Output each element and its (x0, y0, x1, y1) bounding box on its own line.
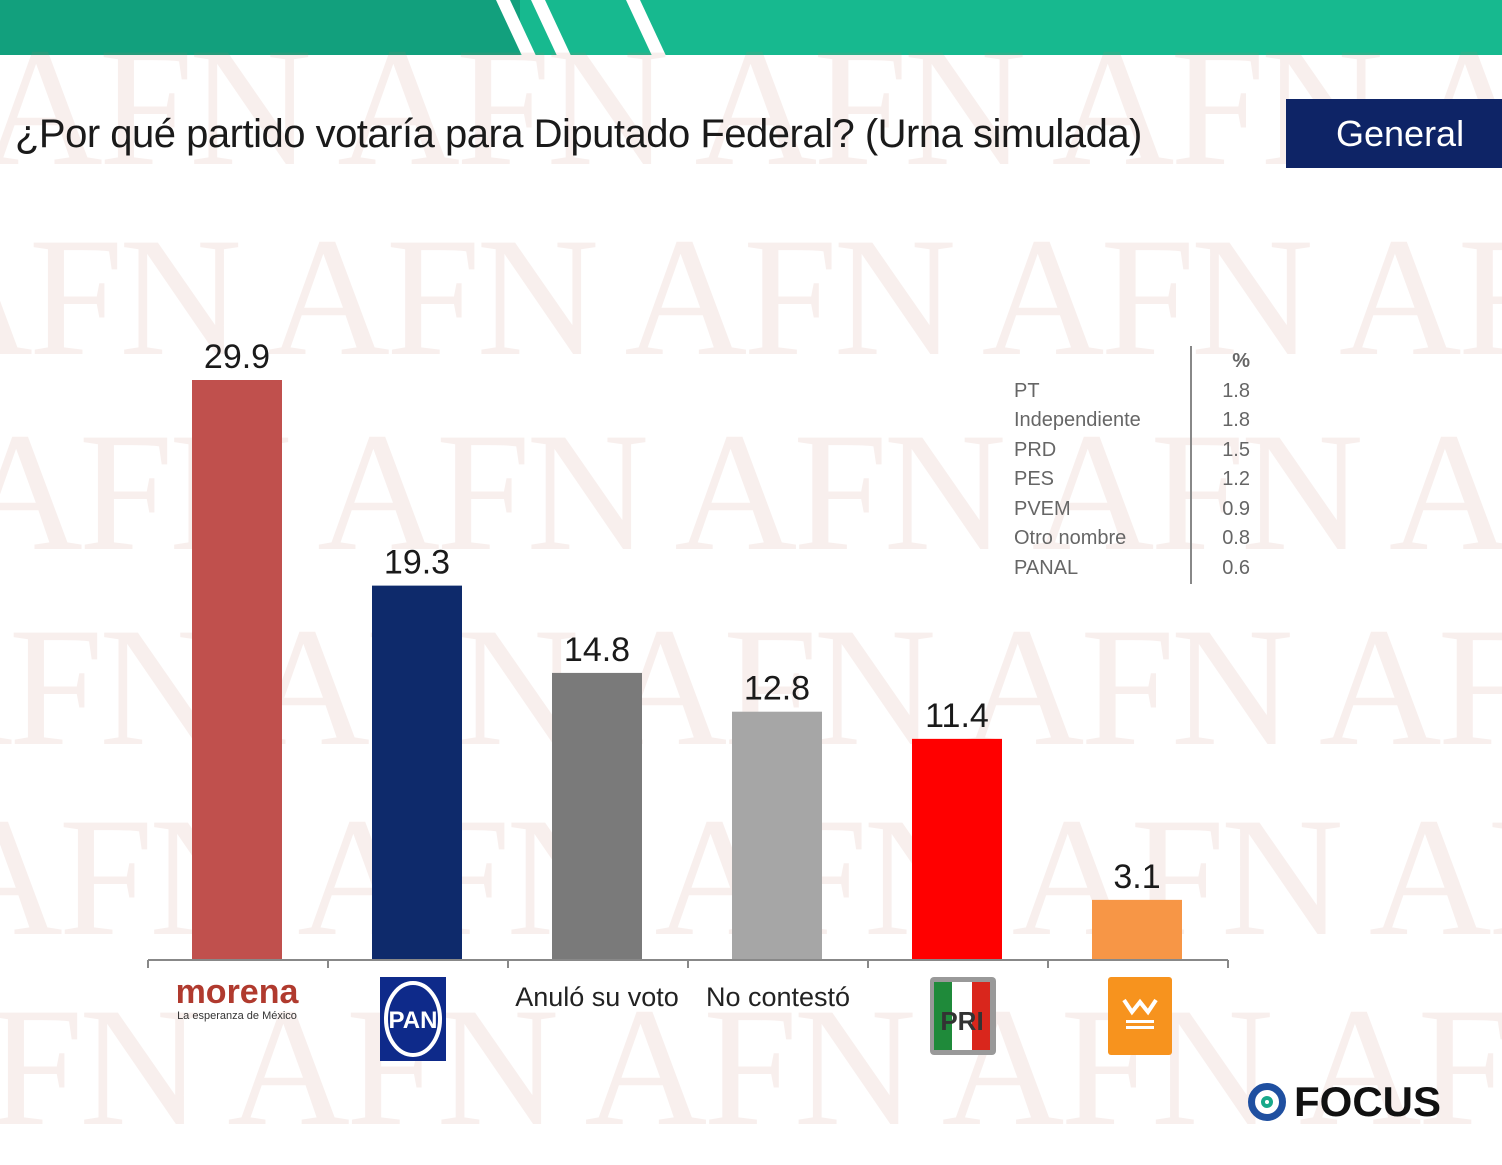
anulo-label: Anuló su voto (515, 982, 679, 1012)
party-value: 0.6 (1222, 556, 1250, 579)
party-name: Independiente (1014, 409, 1141, 431)
table-row: Otro nombre 0.8 (1014, 527, 1250, 557)
value-label: 11.4 (925, 697, 989, 735)
party-name: PVEM (1014, 497, 1071, 520)
focus-icon (1248, 1083, 1286, 1121)
others-table: % PT 1.8 Independiente 1.8 PRD 1.5 PES 1.2 PVEM 0… (1014, 346, 1250, 587)
pan-logo: PAN (380, 977, 446, 1061)
table-header-percent: % (1232, 350, 1250, 372)
morena-label: morena (176, 973, 300, 1011)
party-value: 0.8 (1222, 527, 1250, 549)
bar-2 (552, 672, 642, 960)
party-name: Otro nombre (1014, 527, 1127, 549)
general-badge: General (1286, 99, 1502, 168)
party-value: 1.5 (1222, 438, 1250, 461)
badge-label: General (1336, 112, 1465, 154)
morena-sublabel: La esperanza de México (177, 1010, 297, 1022)
header-banner (0, 0, 1502, 65)
value-label: 12.8 (744, 670, 810, 708)
table-row: Independiente 1.8 (1014, 409, 1250, 439)
bar-1 (372, 585, 462, 960)
focus-logo: FOCUS (1248, 1078, 1441, 1126)
bar-0 (192, 380, 282, 960)
party-name: PRD (1014, 438, 1057, 461)
table-row: PANAL 0.6 (1014, 557, 1250, 587)
party-name: PANAL (1014, 556, 1079, 579)
brand-label: FOCUS (1294, 1078, 1441, 1125)
bar-5 (1092, 899, 1182, 960)
party-value: 1.8 (1222, 409, 1250, 431)
value-label: 19.3 (384, 544, 450, 582)
value-label: 3.1 (1113, 858, 1160, 896)
table-row: PRD 1.5 (1014, 439, 1250, 469)
pri-label: PRI (940, 1006, 983, 1036)
mc-logo (1108, 977, 1172, 1055)
party-name: PES (1014, 468, 1055, 490)
morena-logo: morena La esperanza de México (176, 973, 300, 1022)
party-value: 1.2 (1222, 468, 1250, 490)
party-name: PT (1014, 379, 1040, 402)
value-label: 29.9 (204, 338, 270, 376)
pan-label: PAN (389, 1007, 438, 1034)
table-row: PES 1.2 (1014, 468, 1250, 498)
pri-logo: PRI (930, 977, 996, 1055)
no-contesto-label: No contestó (706, 982, 850, 1012)
table-row: PT 1.8 (1014, 380, 1250, 410)
bar-4 (912, 738, 1002, 960)
chart-title: ¿Por qué partido votaría para Diputado F… (15, 112, 1142, 156)
bar-chart: 29.9 19.3 14.8 12.8 11.4 3.1 morena La espera… (147, 338, 1229, 1061)
value-label: 14.8 (564, 631, 630, 669)
party-value: 1.8 (1222, 379, 1250, 402)
table-row: PVEM 0.9 (1014, 498, 1250, 528)
bar-3 (732, 711, 822, 960)
party-value: 0.9 (1222, 497, 1250, 520)
